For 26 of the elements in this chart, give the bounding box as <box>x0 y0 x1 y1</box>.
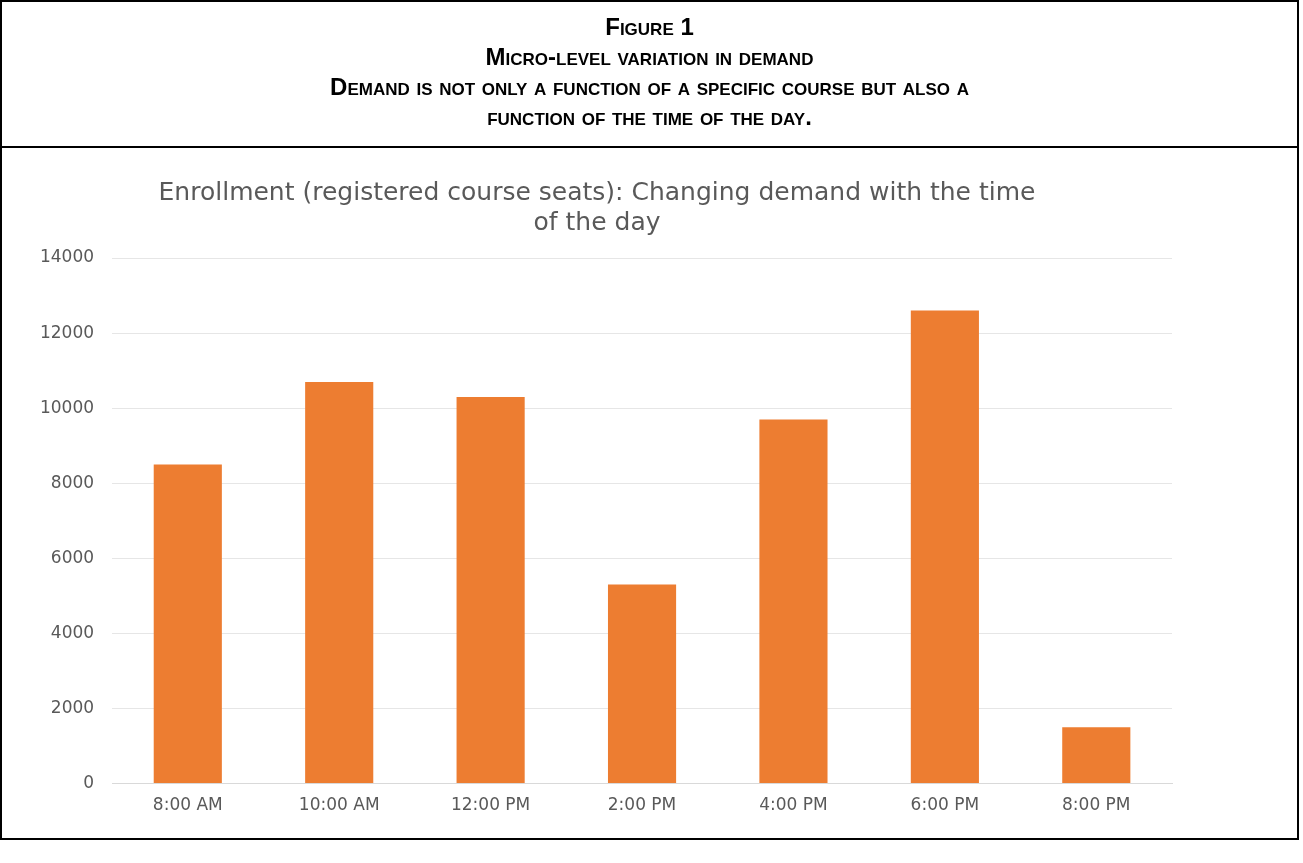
caption: Figure 1 <box>604 12 695 42</box>
x-tick-label: 12:00 PM <box>450 794 531 815</box>
bar <box>305 381 374 784</box>
text: Demand is not only a function of a specific course but also a function of the time of the day. <box>329 72 970 132</box>
y-tick-label: 4000 <box>50 621 95 642</box>
y-tick-label: 6000 <box>50 546 95 567</box>
y-tick-label: 2000 <box>50 696 95 717</box>
x-tick-label: 2:00 PM <box>607 794 677 815</box>
y-tick-label: 12000 <box>39 321 95 342</box>
y-tick-label: 8000 <box>50 471 95 492</box>
text: Micro-level variation in demand <box>484 42 815 72</box>
x-tick-label: 6:00 PM <box>910 794 980 815</box>
bar <box>759 419 828 784</box>
bar <box>153 464 222 784</box>
bar <box>607 584 677 784</box>
x-tick-label: 8:00 AM <box>152 794 223 815</box>
y-tick-label: 0 <box>83 772 95 793</box>
x-tick-label: 8:00 PM <box>1062 794 1131 815</box>
chart-title: Enrollment (registered course seats): Changing demand with the time of the day <box>158 176 1036 236</box>
x-tick-label: 10:00 AM <box>298 794 380 815</box>
y-tick-label: 14000 <box>39 246 95 267</box>
bar <box>456 396 525 784</box>
bar <box>910 310 979 784</box>
bar <box>1062 727 1131 784</box>
y-tick-label: 10000 <box>39 396 95 417</box>
x-tick-label: 4:00 PM <box>759 794 828 815</box>
